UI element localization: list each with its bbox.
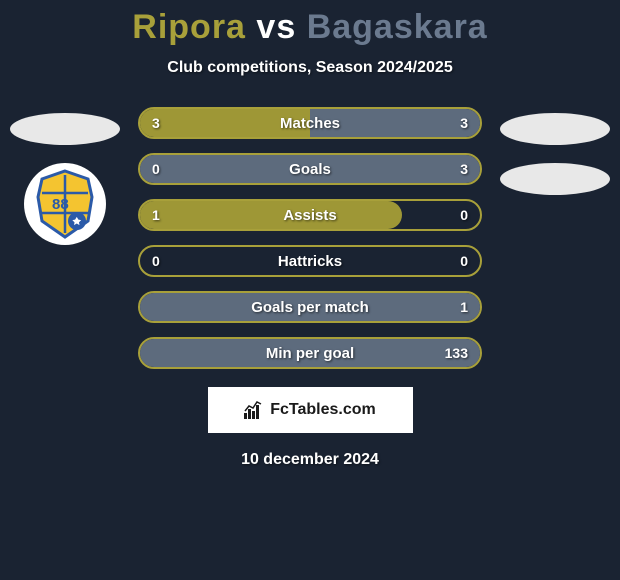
subtitle: Club competitions, Season 2024/2025	[0, 59, 620, 77]
stat-value-right: 1	[460, 299, 468, 315]
stat-value-right: 0	[460, 253, 468, 269]
stat-value-left: 1	[152, 207, 160, 223]
stat-row: 1 Goals per match	[138, 291, 482, 323]
svg-text:88: 88	[52, 196, 69, 213]
player2-club-placeholder	[500, 163, 610, 195]
player1-name: Ripora	[132, 8, 246, 46]
vs-text: vs	[256, 8, 296, 46]
player2-avatar-placeholder	[500, 113, 610, 145]
stat-label: Min per goal	[266, 345, 354, 362]
stat-value-left: 0	[152, 253, 160, 269]
stat-label: Goals	[289, 161, 331, 178]
stat-value-right: 0	[460, 207, 468, 223]
stat-fill-left	[140, 201, 402, 229]
stat-label: Assists	[283, 207, 336, 224]
stat-value-right: 133	[445, 345, 468, 361]
right-column	[500, 107, 610, 195]
stat-row: 1 0 Assists	[138, 199, 482, 231]
stat-value-right: 3	[460, 161, 468, 177]
left-column: 88	[10, 107, 120, 245]
player1-club-logo: 88	[24, 163, 106, 245]
stat-label: Matches	[280, 115, 340, 132]
stat-row: 0 3 Goals	[138, 153, 482, 185]
stat-row: 3 3 Matches	[138, 107, 482, 139]
comparison-title: Ripora vs Bagaskara	[0, 8, 620, 47]
stat-value-right: 3	[460, 115, 468, 131]
player2-name: Bagaskara	[307, 8, 488, 46]
stat-value-left: 0	[152, 161, 160, 177]
branding-text: FcTables.com	[270, 401, 376, 419]
branding-badge: FcTables.com	[208, 387, 413, 433]
stat-label: Goals per match	[251, 299, 369, 316]
fctables-icon	[244, 401, 264, 419]
stats-column: 3 3 Matches 0 3 Goals 1 0 Assists 0 0 Hattricks 1 Goa…	[138, 107, 482, 369]
club-badge-icon: 88	[30, 169, 100, 239]
player1-avatar-placeholder	[10, 113, 120, 145]
main-area: 88 3 3 Matches 0 3 Goals 1 0 Assists 0 0 Hattricks 1…	[0, 107, 620, 369]
stat-label: Hattricks	[278, 253, 342, 270]
stat-row: 0 0 Hattricks	[138, 245, 482, 277]
stat-value-left: 3	[152, 115, 160, 131]
stat-row: 133 Min per goal	[138, 337, 482, 369]
date-text: 10 december 2024	[0, 451, 620, 469]
